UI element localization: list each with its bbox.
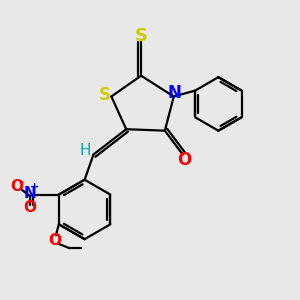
Text: O: O [48, 233, 61, 248]
Text: H: H [80, 143, 91, 158]
Text: O: O [177, 151, 191, 169]
Text: N: N [167, 84, 181, 102]
Text: S: S [135, 27, 148, 45]
Text: -: - [19, 176, 24, 189]
Text: +: + [30, 182, 39, 192]
Text: S: S [99, 86, 111, 104]
Text: O: O [10, 179, 23, 194]
Text: N: N [24, 186, 36, 201]
Text: O: O [23, 200, 37, 215]
